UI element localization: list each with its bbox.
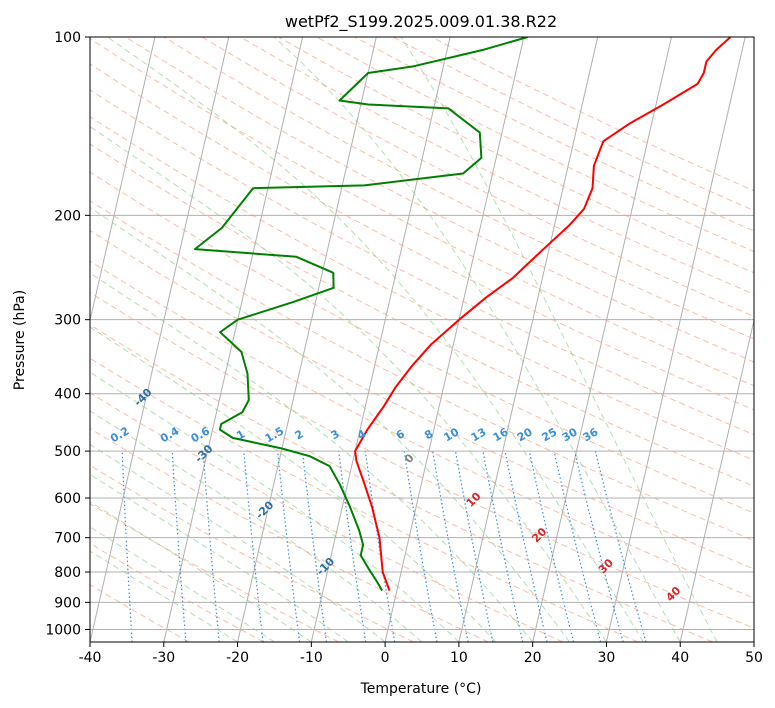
- dry-adiabat-line: [90, 357, 639, 642]
- moist-adiabat-line: [90, 125, 607, 642]
- isotherm-line: [458, 37, 599, 642]
- moist-adiabat-line: [90, 206, 570, 642]
- isotherm-line: [605, 37, 746, 642]
- isotherm-line: [163, 37, 304, 642]
- isotherm-line: [90, 37, 156, 323]
- x-axis: -40 -30 -20 -10 0 10 20 30 40 50: [79, 642, 763, 666]
- y-axis-label: Pressure (hPa): [12, 290, 28, 390]
- moist-adiabat-line: [90, 371, 460, 642]
- isobar-grid: [90, 37, 754, 630]
- dry-adiabat-line: [90, 229, 754, 570]
- isotherm-line: [384, 37, 525, 642]
- plot-frame: [89, 36, 755, 643]
- y-tick-label: 900: [54, 595, 81, 611]
- x-tick-label: 30: [598, 650, 616, 666]
- mixing-ratio-line: [482, 450, 524, 642]
- y-tick-label: 600: [54, 491, 81, 507]
- y-axis: 100 200 300 400 500 600 700 800 900 1000: [45, 30, 90, 638]
- isotherm-line: [310, 37, 451, 642]
- dry-adiabat-line: [90, 171, 754, 514]
- x-tick-label: -40: [79, 650, 102, 666]
- moist-adiabat-line: [90, 550, 238, 642]
- y-tick-label: 100: [54, 30, 81, 46]
- x-tick-label: -30: [152, 650, 175, 666]
- dry-adiabat-line: [90, 584, 190, 642]
- moist-adiabat-line: [90, 473, 349, 642]
- mixing-ratio-line: [243, 451, 264, 642]
- dry-adiabat-line: [90, 63, 754, 411]
- x-tick-label: 40: [671, 650, 689, 666]
- moist-adiabat-line: [90, 443, 386, 642]
- dry-adiabat-line: [90, 503, 339, 642]
- dry-adiabat-line: [163, 37, 754, 340]
- plot-background: [90, 37, 754, 642]
- y-tick-label: 400: [54, 387, 81, 403]
- dry-adiabat-line: [90, 38, 754, 387]
- mixing-ratio-line: [553, 450, 602, 642]
- isotherm-line: [237, 37, 377, 642]
- chart-title: wetPf2_S199.2025.009.01.38.R22: [285, 12, 557, 32]
- y-tick-label: 800: [54, 565, 81, 581]
- x-tick-label: 20: [524, 650, 542, 666]
- background-lines: [0, 37, 754, 642]
- mixing-ratio-line: [277, 451, 301, 642]
- y-tick-label: 300: [54, 313, 81, 329]
- mixing-ratio-line: [171, 451, 187, 642]
- moist-adiabat-line: [90, 410, 423, 642]
- y-tick-label: 700: [54, 531, 81, 547]
- temperature-profile-line: [354, 37, 732, 591]
- dewpoint-profile-line: [193, 37, 528, 592]
- dry-adiabat-line: [90, 200, 754, 542]
- x-tick-label: -20: [226, 650, 249, 666]
- mixing-ratio-line: [594, 450, 647, 642]
- mixing-ratio-line: [504, 450, 548, 642]
- profile-series: [193, 37, 732, 592]
- isotherm-line: [0, 37, 8, 642]
- isotherm-line: [753, 639, 754, 642]
- x-tick-label: 50: [745, 650, 763, 666]
- dry-adiabat-line: [201, 37, 754, 317]
- y-tick-label: 200: [54, 208, 81, 224]
- dry-adiabat-line: [90, 260, 754, 599]
- moist-adiabat-line: [90, 272, 534, 642]
- mixing-ratio-line: [574, 450, 624, 642]
- mixing-ratio-line: [528, 450, 575, 642]
- x-tick-label: -10: [300, 650, 323, 666]
- moist-adiabat-line: [107, 37, 644, 642]
- mixing-ratio-line: [364, 451, 396, 642]
- x-tick-label: 10: [450, 650, 468, 666]
- dry-adiabat-line: [90, 143, 754, 487]
- isotherm-line: [679, 318, 754, 642]
- y-tick-label: 500: [54, 444, 81, 460]
- moist-adiabat-line: [273, 37, 681, 642]
- mixing-ratio-line: [432, 451, 469, 642]
- mixing-ratio-line: [202, 451, 220, 642]
- x-axis-label: Temperature (°C): [360, 681, 482, 697]
- dry-adiabat-line: [90, 464, 414, 642]
- moist-adiabat-line: [400, 37, 718, 642]
- x-tick-label: 0: [381, 650, 390, 666]
- mixing-ratio-line: [301, 451, 327, 642]
- y-tick-label: 1000: [45, 622, 81, 638]
- isotherm-line: [532, 37, 672, 642]
- mixing-ratio-line: [454, 450, 494, 642]
